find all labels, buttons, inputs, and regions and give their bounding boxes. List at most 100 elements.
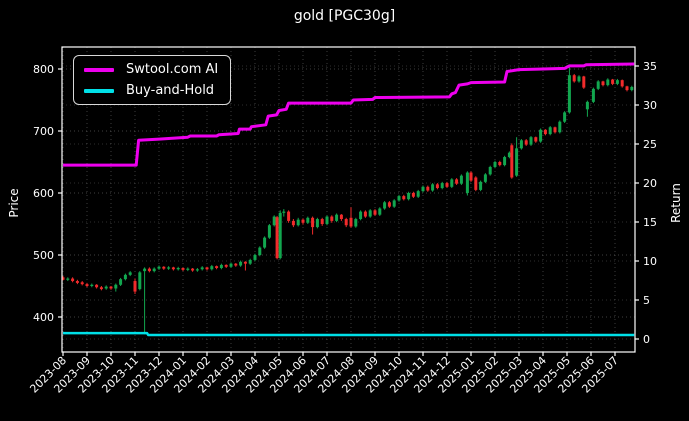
candle-body	[143, 268, 147, 272]
candle-body	[339, 214, 343, 220]
candle-body	[488, 166, 492, 175]
candle-body	[572, 75, 576, 82]
candle-body	[553, 127, 557, 133]
candle-body	[455, 179, 459, 184]
candle-body	[445, 183, 449, 187]
candle-body	[195, 269, 199, 271]
price-tick-label: 400	[33, 311, 54, 324]
candle-body	[325, 216, 329, 224]
candle-body	[450, 179, 454, 187]
candle-body	[123, 274, 127, 280]
candle-body	[606, 79, 610, 86]
buy-and-hold-line	[63, 331, 635, 337]
candle-body	[296, 219, 300, 226]
candle-body	[239, 261, 243, 266]
candle-body	[234, 263, 238, 266]
price-tick-label: 600	[33, 187, 54, 200]
return-tick-label: 30	[643, 99, 657, 112]
candle-body	[176, 268, 180, 270]
candle-body	[66, 278, 70, 280]
candle-body	[263, 237, 267, 248]
legend-item-hold: Buy-and-Hold	[84, 83, 218, 98]
candle-body	[373, 210, 377, 215]
candle-body	[253, 255, 257, 260]
candle-body	[104, 286, 108, 289]
candle-body	[224, 264, 228, 267]
candle-body	[109, 286, 113, 289]
candle-body	[591, 88, 595, 102]
candle-body	[474, 177, 478, 190]
candle-body	[611, 79, 615, 84]
candle-body	[543, 129, 547, 135]
legend: Swtool.com AI Buy-and-Hold	[73, 55, 232, 105]
candle-body	[311, 217, 315, 228]
price-tick-label: 700	[33, 125, 54, 138]
candle-body	[411, 193, 415, 197]
candle-body	[465, 172, 469, 193]
candle-body	[440, 183, 444, 189]
ai-line-swatch-icon	[84, 67, 114, 72]
candle-body	[320, 219, 324, 224]
candle-body	[368, 210, 372, 217]
candle-body	[90, 284, 94, 286]
return-tick-label: 25	[643, 138, 657, 151]
candle-body	[275, 217, 279, 259]
candle-body	[567, 75, 571, 113]
candle-body	[498, 162, 502, 166]
candle-body	[479, 181, 483, 190]
candle-body	[191, 268, 195, 271]
return-tick-label: 5	[643, 294, 650, 307]
candle-body	[503, 157, 507, 166]
candle-body	[80, 282, 84, 285]
legend-label-hold: Buy-and-Hold	[126, 83, 215, 98]
candle-body	[344, 219, 348, 226]
candle-body	[200, 267, 204, 270]
price-tick-label: 500	[33, 249, 54, 262]
plot-border	[61, 46, 636, 353]
candle-body	[426, 186, 430, 191]
candle-body	[128, 272, 132, 275]
candle-body	[577, 76, 581, 82]
candle-body	[162, 266, 166, 269]
candle-body	[248, 259, 252, 264]
candle-body	[119, 279, 123, 285]
candle-body	[171, 267, 175, 270]
candle-body	[507, 152, 511, 158]
candle-body	[596, 81, 600, 89]
candle-body	[585, 101, 589, 110]
price-tick-label: 800	[33, 63, 54, 76]
candle-body	[625, 86, 629, 91]
candle-body	[416, 191, 420, 197]
candle-body	[383, 202, 387, 209]
candle-body	[493, 162, 497, 167]
candle-body	[407, 193, 411, 200]
return-tick-label: 35	[643, 60, 657, 73]
candle-body	[363, 211, 367, 217]
candle-body	[157, 266, 161, 269]
candle-body	[85, 284, 89, 286]
return-tick-label: 10	[643, 255, 657, 268]
candle-body	[114, 284, 118, 289]
candle-body	[539, 129, 543, 142]
candle-body	[421, 186, 425, 192]
ai-return-line	[63, 62, 635, 167]
candle-body	[524, 140, 528, 145]
candle-body	[138, 272, 142, 290]
candle-body	[291, 220, 295, 226]
candle-body	[615, 80, 619, 84]
candle-body	[71, 278, 75, 282]
candle-body	[186, 268, 190, 270]
candle-body	[205, 267, 209, 270]
candle-body	[435, 184, 439, 189]
candle-body	[258, 247, 262, 255]
candle-body	[529, 137, 533, 145]
legend-item-ai: Swtool.com AI	[84, 62, 218, 77]
candle-body	[267, 225, 271, 238]
candle-body	[215, 266, 219, 269]
candle-body	[210, 266, 214, 270]
candle-body	[402, 196, 406, 200]
return-tick-label: 15	[643, 216, 657, 229]
candle-body	[315, 219, 319, 228]
candle-body	[272, 216, 276, 226]
